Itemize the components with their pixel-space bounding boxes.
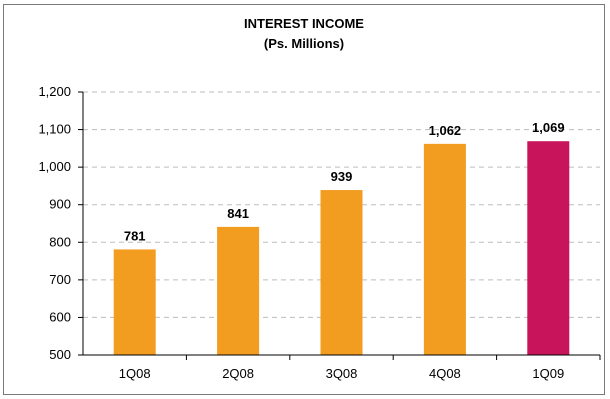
- x-tick-label: 4Q08: [429, 366, 461, 381]
- x-tick-label: 2Q08: [222, 366, 254, 381]
- data-label: 841: [227, 206, 249, 221]
- y-tick-label: 1,000: [38, 159, 71, 174]
- x-tick-label: 3Q08: [326, 366, 358, 381]
- y-tick-label: 500: [49, 347, 71, 362]
- x-tick-label: 1Q08: [119, 366, 151, 381]
- bar-1q09: [527, 141, 570, 355]
- chart-subtitle: (Ps. Millions): [264, 36, 344, 51]
- x-tick-label: 1Q09: [532, 366, 564, 381]
- data-label: 1,062: [429, 123, 462, 138]
- bar-4q08: [423, 143, 466, 355]
- y-tick-label: 600: [49, 309, 71, 324]
- y-tick-label: 900: [49, 197, 71, 212]
- y-tick-label: 700: [49, 272, 71, 287]
- axes: [78, 91, 601, 360]
- bar-2q08: [217, 226, 260, 355]
- y-tick-label: 1,100: [38, 122, 71, 137]
- data-label: 939: [331, 169, 353, 184]
- chart-title: INTEREST INCOME: [244, 16, 364, 31]
- data-label: 781: [124, 228, 146, 243]
- data-label: 1,069: [532, 120, 565, 135]
- bars: [113, 141, 570, 355]
- y-tick-label: 1,200: [38, 84, 71, 99]
- bar-chart: INTEREST INCOME (Ps. Millions) 500 600 700…: [38, 16, 601, 381]
- y-tick-label: 800: [49, 234, 71, 249]
- bar-3q08: [320, 190, 363, 355]
- labels: 500 600 700 800 900 1,000 1,100 1,200 781 1Q08 841…: [38, 84, 564, 381]
- chart-frame: INTEREST INCOME (Ps. Millions) 500 600 700…: [3, 4, 605, 395]
- bar-1q08: [113, 249, 156, 355]
